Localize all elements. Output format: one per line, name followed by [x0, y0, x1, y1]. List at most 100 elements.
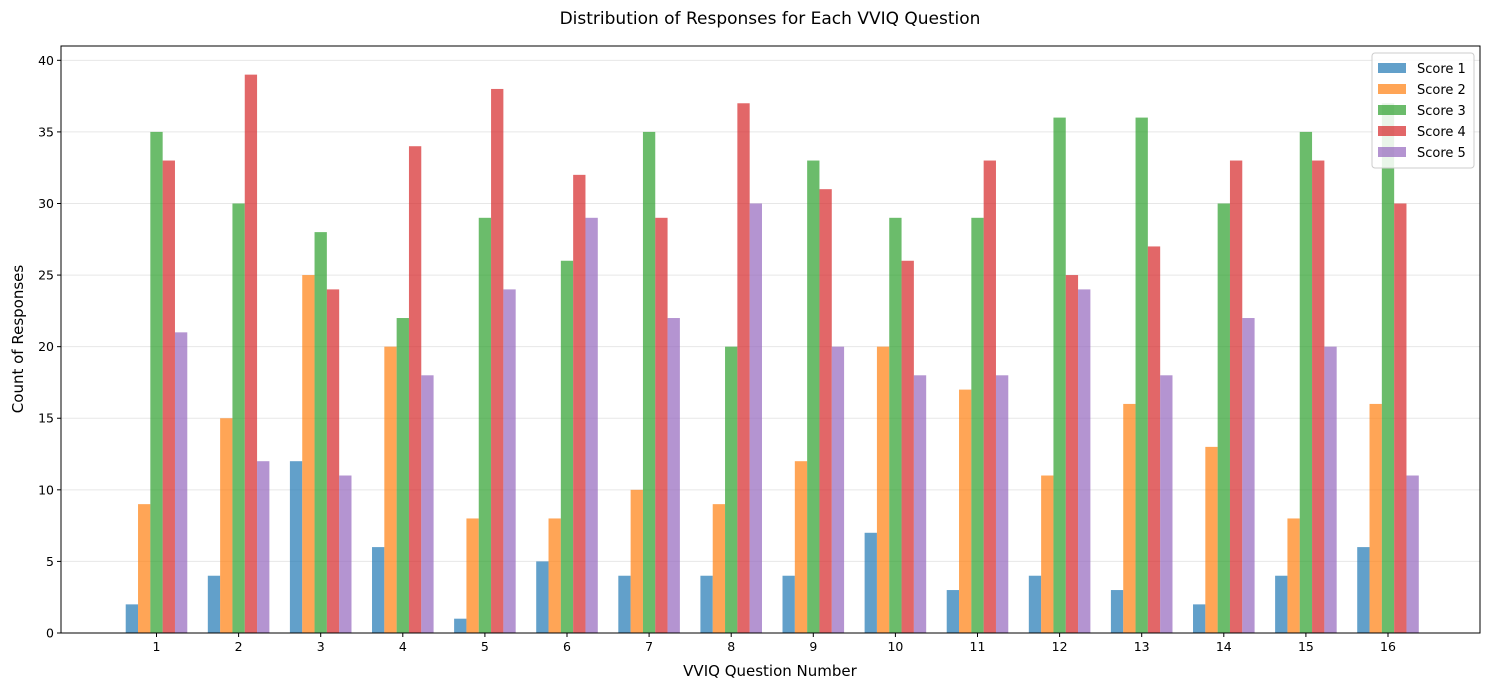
x-tick-label: 4 [399, 639, 407, 654]
bar-score-2-q15 [1287, 518, 1300, 633]
bar-score-5-q12 [1078, 289, 1091, 633]
bar-score-5-q15 [1324, 346, 1337, 633]
bar-score-3-q13 [1135, 117, 1148, 633]
bar-score-3-q9 [807, 160, 820, 633]
legend-label: Score 2 [1417, 83, 1466, 98]
bar-score-2-q8 [712, 504, 726, 633]
bar-score-4-q8 [737, 103, 750, 633]
legend-label: Score 1 [1417, 62, 1466, 77]
bar-score-4-q13 [1147, 246, 1161, 633]
bar-score-1-q1 [125, 604, 139, 633]
bar-score-4-q12 [1065, 275, 1079, 633]
bar-score-3-q12 [1053, 117, 1066, 633]
bar-score-4-q16 [1394, 203, 1407, 634]
x-tick-label: 6 [563, 639, 571, 654]
bar-score-2-q7 [630, 489, 643, 633]
bar-score-4-q5 [491, 88, 504, 633]
bar-score-3-q3 [314, 232, 327, 633]
bar-score-2-q11 [959, 389, 972, 633]
bar-score-1-q3 [289, 461, 303, 633]
bar-score-2-q3 [302, 275, 315, 633]
bar-score-1-q12 [1028, 575, 1042, 633]
y-axis-ticks: 0 5 10 15 20 25 30 35 40 [38, 53, 61, 641]
bar-score-3-q7 [642, 131, 656, 633]
legend-label: Score 5 [1417, 146, 1466, 161]
bar-score-4-q7 [655, 217, 668, 633]
legend-swatch [1378, 105, 1406, 115]
y-tick-label: 0 [46, 626, 54, 641]
x-tick-label: 2 [235, 639, 243, 654]
bar-score-5-q6 [585, 217, 598, 633]
bar-score-1-q8 [700, 575, 713, 633]
legend-swatch [1378, 147, 1406, 157]
bar-score-2-q16 [1369, 403, 1382, 633]
y-tick-label: 10 [38, 482, 54, 497]
bar-score-5-q16 [1406, 475, 1419, 633]
bar-score-3-q5 [478, 217, 492, 633]
bar-score-2-q9 [794, 461, 808, 633]
bar-score-5-q2 [257, 461, 270, 633]
bar-score-5-q9 [831, 346, 845, 633]
legend-label: Score 4 [1417, 125, 1466, 140]
bar-score-1-q13 [1110, 590, 1124, 633]
bar-score-3-q4 [396, 318, 409, 633]
bar-score-1-q14 [1193, 604, 1206, 633]
bar-score-3-q6 [560, 260, 574, 633]
legend-swatch [1378, 63, 1406, 73]
bar-score-3-q8 [725, 346, 738, 633]
bar-score-4-q9 [819, 189, 832, 634]
x-tick-label: 14 [1216, 639, 1232, 654]
x-tick-label: 10 [887, 639, 903, 654]
legend-swatch [1378, 126, 1406, 136]
bar-score-4-q11 [983, 160, 996, 633]
bar-score-4-q15 [1312, 160, 1325, 633]
y-tick-label: 40 [38, 53, 54, 68]
bar-score-5-q7 [667, 318, 680, 633]
bar-score-5-q14 [1242, 318, 1255, 633]
y-tick-label: 35 [38, 124, 54, 139]
x-tick-label: 11 [970, 639, 986, 654]
bar-score-3-q10 [889, 217, 902, 633]
bar-score-5-q3 [339, 475, 352, 633]
bar-score-2-q6 [548, 518, 561, 633]
y-tick-label: 30 [38, 196, 54, 211]
y-tick-label: 25 [38, 268, 54, 283]
bar-score-5-q13 [1160, 375, 1173, 633]
bar-score-2-q2 [220, 418, 233, 633]
bar-score-1-q10 [864, 532, 877, 633]
x-tick-label: 9 [809, 639, 817, 654]
plot-frame [60, 45, 1481, 634]
bar-score-1-q15 [1275, 575, 1288, 633]
bar-score-5-q11 [995, 375, 1009, 633]
bar-score-1-q9 [782, 575, 795, 633]
bar-score-3-q14 [1217, 203, 1230, 634]
bar-score-3-q1 [150, 131, 163, 633]
bar-score-1-q5 [454, 618, 467, 633]
bar-score-2-q1 [138, 504, 151, 633]
bar-score-5-q1 [174, 332, 188, 633]
x-axis-ticks: 1 2 3 4 5 6 7 8 9 10 11 12 13 14 15 16 [153, 633, 1396, 654]
bar-score-4-q1 [162, 160, 175, 633]
legend: Score 1 Score 2 Score 3 Score 4 Score 5 [1371, 52, 1475, 169]
bar-score-5-q8 [749, 203, 762, 634]
bar-score-3-q15 [1299, 131, 1313, 633]
bar-score-2-q14 [1205, 446, 1218, 633]
bar-score-4-q4 [408, 146, 422, 633]
legend-box [1371, 52, 1475, 169]
bar-score-1-q4 [372, 547, 385, 633]
bar-score-1-q16 [1357, 547, 1370, 633]
x-tick-label: 15 [1298, 639, 1314, 654]
x-tick-label: 7 [645, 639, 653, 654]
x-tick-label: 12 [1052, 639, 1068, 654]
bar-score-4-q3 [326, 289, 340, 633]
y-tick-label: 15 [38, 411, 54, 426]
x-tick-label: 8 [727, 639, 735, 654]
bar-score-2-q10 [876, 346, 890, 633]
bar-score-3-q16 [1381, 103, 1395, 633]
bar-score-5-q5 [503, 289, 516, 633]
bar-score-5-q4 [421, 375, 434, 633]
y-gridlines [61, 59, 1480, 634]
x-tick-label: 3 [317, 639, 325, 654]
legend-label: Score 3 [1417, 104, 1466, 119]
